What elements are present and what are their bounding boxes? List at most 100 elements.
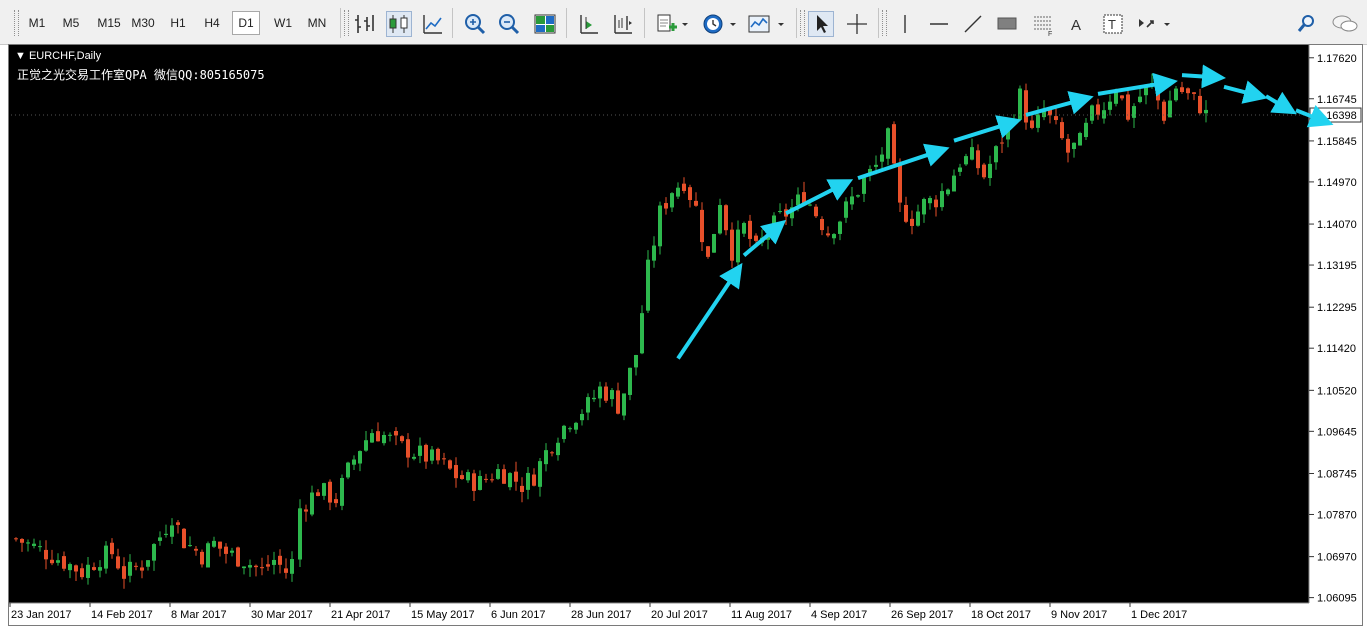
candle-body xyxy=(940,191,944,208)
candle-body xyxy=(224,546,228,554)
time-tick-label: 18 Oct 2017 xyxy=(971,609,1031,621)
candle-body xyxy=(808,204,812,206)
timeframe-m30-button[interactable]: M30 xyxy=(131,16,155,30)
candle-body xyxy=(1060,122,1064,139)
candle-body xyxy=(382,435,386,444)
candle-body xyxy=(970,147,974,160)
cursor-icon[interactable] xyxy=(808,11,834,37)
candle-body xyxy=(838,221,842,234)
text-label-icon[interactable]: T xyxy=(1100,11,1126,37)
candle-body xyxy=(316,492,320,496)
candle-body xyxy=(628,367,632,395)
candle-body xyxy=(80,568,84,578)
text-icon[interactable]: A xyxy=(1064,11,1090,37)
bar-chart-icon[interactable] xyxy=(352,11,378,37)
chevron-down-icon[interactable] xyxy=(776,11,786,37)
candle-body xyxy=(20,538,24,543)
candle-body xyxy=(1048,108,1052,116)
fibonacci-icon[interactable]: F xyxy=(1030,11,1056,37)
candle-body xyxy=(520,485,524,492)
toolbar-separator xyxy=(452,8,453,38)
candle-body xyxy=(1144,87,1148,96)
horizontal-line-icon[interactable] xyxy=(926,11,952,37)
toolbar-grip[interactable] xyxy=(344,10,349,36)
chart-shift-icon[interactable] xyxy=(610,11,636,37)
trend-arrow-annotations xyxy=(676,64,1334,360)
chevron-down-icon[interactable] xyxy=(680,11,690,37)
candle-body xyxy=(352,459,356,465)
indicators-icon[interactable] xyxy=(654,11,680,37)
time-tick-label: 4 Sep 2017 xyxy=(811,609,867,621)
timeframe-m1-button[interactable]: M1 xyxy=(28,16,46,30)
search-icon[interactable] xyxy=(1294,11,1320,37)
timeframe-m5-button[interactable]: M5 xyxy=(62,16,80,30)
trendline-icon[interactable] xyxy=(960,11,986,37)
candle-body xyxy=(394,431,398,436)
candle-body xyxy=(1132,106,1136,118)
candle-body xyxy=(62,556,66,569)
timeframe-h4-button[interactable]: H4 xyxy=(204,16,220,30)
chat-icon[interactable] xyxy=(1330,11,1360,37)
price-tick-label: 1.16745 xyxy=(1317,94,1357,106)
tile-windows-icon[interactable] xyxy=(532,11,558,37)
candle-body xyxy=(50,559,54,564)
candle-body xyxy=(1072,142,1076,149)
candle-body xyxy=(868,168,872,175)
trend-arrow xyxy=(1295,104,1334,128)
timeframe-d1-button[interactable]: D1 xyxy=(232,11,260,35)
candle-body xyxy=(334,499,338,504)
price-axis-panel[interactable] xyxy=(1309,45,1362,625)
toolbar-grip[interactable] xyxy=(14,10,19,36)
candle-body xyxy=(212,540,216,547)
price-tick-label: 1.07870 xyxy=(1317,509,1357,521)
trend-arrow xyxy=(1264,91,1297,115)
chart-canvas[interactable]: 1.17620 1.16745 1.15845 1.14970 1.14070 1.131… xyxy=(9,45,1362,625)
candle-body xyxy=(1114,92,1118,104)
candle-body xyxy=(742,223,746,234)
vertical-line-icon[interactable] xyxy=(892,11,918,37)
candle-body xyxy=(206,543,210,568)
zoom-out-icon[interactable] xyxy=(496,11,522,37)
candle-body xyxy=(472,473,476,491)
candle-body xyxy=(92,567,96,570)
periodicity-clock-icon[interactable] xyxy=(700,11,726,37)
timeframe-w1-button[interactable]: W1 xyxy=(274,16,292,30)
candle-body xyxy=(1186,88,1190,94)
templates-icon[interactable] xyxy=(746,11,772,37)
candle-body xyxy=(814,206,818,217)
toolbar-separator xyxy=(566,8,567,38)
line-chart-icon[interactable] xyxy=(420,11,446,37)
toolbar-separator xyxy=(340,8,341,38)
trend-arrow xyxy=(785,179,854,216)
candle-body xyxy=(400,436,404,442)
candle-body xyxy=(562,425,566,440)
candle-body xyxy=(652,245,656,261)
candle-body xyxy=(1090,105,1094,121)
timeframe-mn-button[interactable]: MN xyxy=(307,16,327,30)
time-axis-panel[interactable] xyxy=(9,603,1362,625)
chevron-down-icon[interactable] xyxy=(728,11,738,37)
time-tick-label: 15 May 2017 xyxy=(411,609,475,621)
rectangle-icon[interactable] xyxy=(994,11,1020,37)
toolbar-grip[interactable] xyxy=(800,10,805,36)
toolbar-grip[interactable] xyxy=(882,10,887,36)
time-tick-label: 30 Mar 2017 xyxy=(251,609,313,621)
price-chart-window[interactable]: 1.17620 1.16745 1.15845 1.14970 1.14070 1.131… xyxy=(8,44,1363,626)
candle-body xyxy=(122,566,126,579)
candlestick-icon[interactable] xyxy=(386,11,412,37)
candle-body xyxy=(266,564,270,567)
arrows-icon[interactable] xyxy=(1134,11,1160,37)
timeframe-h1-button[interactable]: H1 xyxy=(170,16,186,30)
chevron-down-icon[interactable] xyxy=(1162,11,1172,37)
crosshair-icon[interactable] xyxy=(844,11,870,37)
candle-body xyxy=(32,543,36,546)
candle-body xyxy=(688,187,692,201)
zoom-in-icon[interactable] xyxy=(462,11,488,37)
candle-body xyxy=(694,200,698,206)
candle-body xyxy=(424,444,428,462)
candle-body xyxy=(976,150,980,169)
candle-body xyxy=(514,471,518,482)
price-tick-label: 1.11420 xyxy=(1317,343,1356,355)
auto-scroll-icon[interactable] xyxy=(576,11,602,37)
timeframe-m15-button[interactable]: M15 xyxy=(97,16,121,30)
